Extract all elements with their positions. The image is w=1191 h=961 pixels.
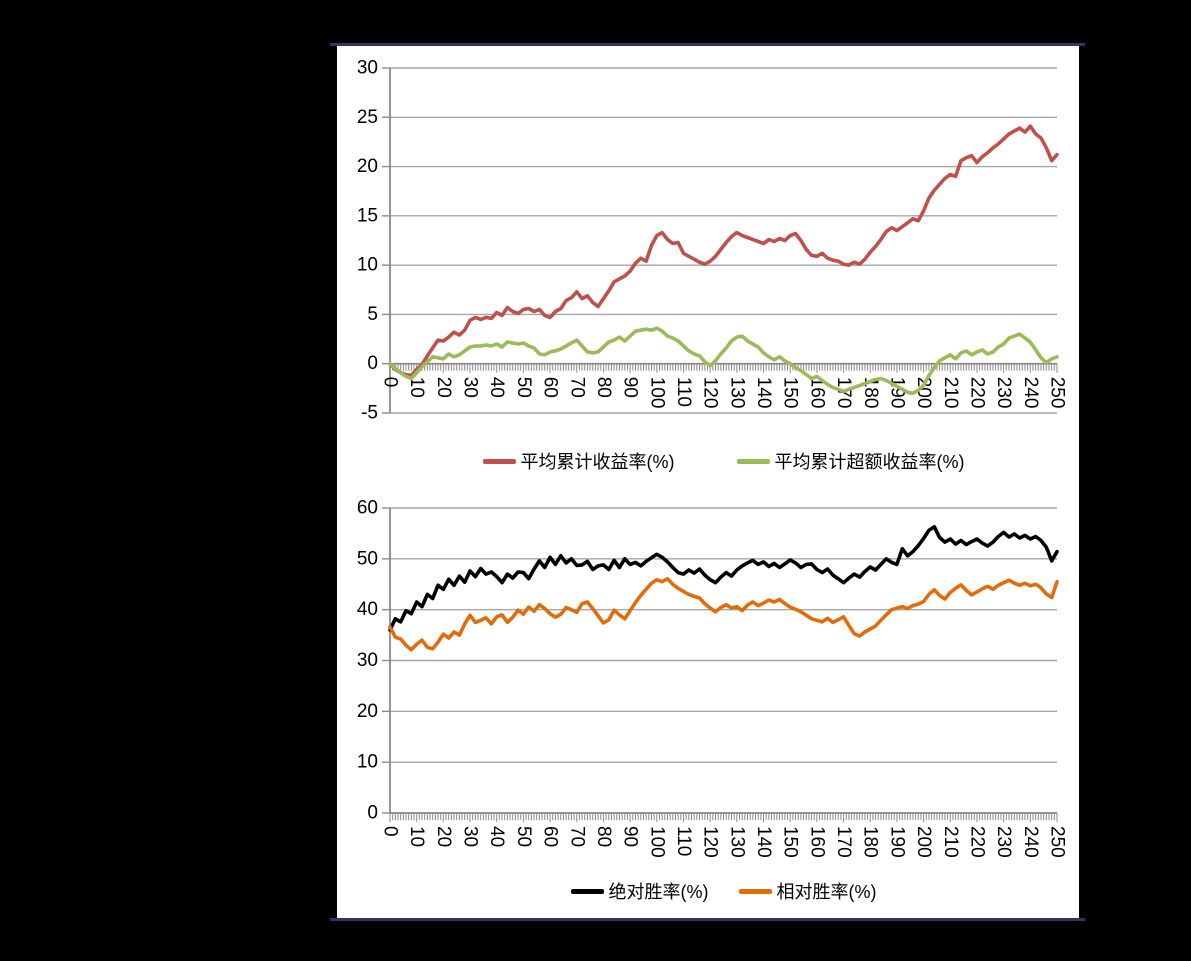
x-tick-label: 70 — [566, 377, 587, 398]
x-tick-label: 120 — [700, 826, 721, 858]
x-tick-label: 200 — [913, 377, 934, 409]
x-tick-label: 40 — [486, 377, 507, 398]
x-tick-label: 160 — [806, 826, 827, 858]
x-tick-label: 240 — [1020, 377, 1041, 409]
x-tick-label: 190 — [886, 826, 907, 858]
x-tick-label: 30 — [460, 826, 481, 847]
y-tick-label: 20 — [357, 156, 378, 177]
legend-label: 平均累计收益率(%) — [520, 452, 675, 472]
series-line-平均累计收益率(%) — [388, 124, 1059, 378]
x-tick-label: 220 — [966, 377, 987, 409]
legend-swatch — [482, 458, 516, 464]
y-tick-label: 0 — [367, 353, 378, 374]
report-panel: 30 25 20 15 10 5 0 -5 0 10 20 30 40 50 60 70 80 90 100 110 1… — [337, 46, 1079, 918]
x-tick-label: 110 — [673, 826, 694, 856]
x-tick-label: 130 — [726, 826, 747, 858]
x-tick-label: 20 — [433, 826, 454, 847]
y-tick-label: 25 — [357, 107, 378, 128]
legend-item: 相对胜率(%) — [738, 878, 877, 904]
x-tick-label: 0 — [380, 377, 401, 388]
x-tick-label: 250 — [1047, 377, 1068, 409]
x-tick-label: 180 — [860, 826, 881, 858]
x-tick-label: 120 — [700, 377, 721, 409]
legend-item: 绝对胜率(%) — [570, 878, 709, 904]
series-line-绝对胜率(%) — [388, 524, 1059, 632]
y-tick-label: 5 — [367, 304, 378, 325]
x-tick-label: 140 — [753, 377, 774, 409]
x-tick-label: 110 — [673, 377, 694, 407]
x-tick-label: 160 — [806, 377, 827, 409]
legend-swatch — [570, 888, 604, 894]
x-tick-label: 60 — [540, 826, 561, 847]
y-tick-label: 60 — [357, 498, 378, 519]
x-tick-label: 60 — [540, 377, 561, 398]
y-tick-label: 0 — [367, 803, 378, 824]
x-tick-label: 210 — [940, 377, 961, 409]
y-tick-label: 10 — [357, 752, 378, 773]
x-tick-label: 170 — [833, 826, 854, 858]
series-line-相对胜率(%) — [388, 576, 1059, 652]
x-tick-label: 50 — [513, 377, 534, 398]
bottom-accent-rule — [330, 918, 1085, 921]
x-tick-label: 90 — [620, 377, 641, 398]
y-tick-label: 20 — [357, 701, 378, 722]
x-tick-label: 80 — [593, 377, 614, 398]
legend-swatch — [738, 888, 772, 894]
x-tick-label: 0 — [380, 826, 401, 837]
x-tick-label: 200 — [913, 826, 934, 858]
x-tick-label: 50 — [513, 826, 534, 847]
x-tick-label: 70 — [566, 826, 587, 847]
y-tick-label: 30 — [357, 650, 378, 671]
x-tick-label: 130 — [726, 377, 747, 409]
x-tick-label: 150 — [780, 826, 801, 858]
legend-swatch — [736, 458, 770, 464]
x-tick-label: 10 — [406, 826, 427, 847]
y-tick-label: 40 — [357, 599, 378, 620]
y-tick-label: 30 — [357, 58, 378, 79]
x-tick-label: 40 — [486, 826, 507, 847]
top-accent-rule — [330, 43, 1085, 46]
y-tick-label: 15 — [357, 205, 378, 226]
legend-item: 平均累计收益率(%) — [482, 448, 675, 474]
x-tick-label: 240 — [1020, 826, 1041, 858]
x-tick-label: 140 — [753, 826, 774, 858]
x-tick-label: 80 — [593, 826, 614, 847]
y-tick-label: -5 — [361, 403, 378, 424]
x-tick-label: 250 — [1047, 826, 1068, 858]
x-tick-label: 100 — [646, 377, 667, 409]
x-tick-label: 230 — [993, 377, 1014, 409]
legend-label: 绝对胜率(%) — [608, 882, 709, 902]
x-tick-label: 100 — [646, 826, 667, 858]
win-rate-legend: 绝对胜率(%) 相对胜率(%) — [390, 878, 1057, 904]
x-tick-label: 90 — [620, 826, 641, 847]
x-tick-label: 150 — [780, 377, 801, 409]
legend-label: 平均累计超额收益率(%) — [774, 452, 965, 472]
x-tick-label: 20 — [433, 377, 454, 398]
x-tick-label: 210 — [940, 826, 961, 858]
x-tick-label: 220 — [966, 826, 987, 858]
legend-item: 平均累计超额收益率(%) — [736, 448, 965, 474]
x-tick-label: 230 — [993, 826, 1014, 858]
y-tick-label: 50 — [357, 548, 378, 569]
x-tick-label: 10 — [406, 377, 427, 398]
cumulative-return-legend: 平均累计收益率(%) 平均累计超额收益率(%) — [390, 448, 1057, 474]
legend-label: 相对胜率(%) — [776, 882, 877, 902]
x-tick-label: 30 — [460, 377, 481, 398]
series-line-平均累计超额收益率(%) — [388, 326, 1059, 396]
y-tick-label: 10 — [357, 255, 378, 276]
